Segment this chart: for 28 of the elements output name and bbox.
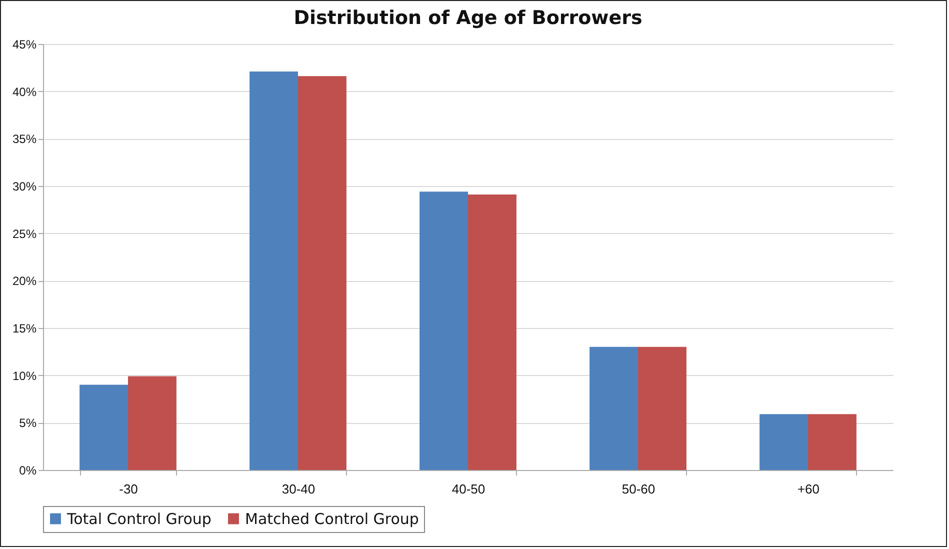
chart-title: Distribution of Age of Borrowers — [294, 7, 642, 29]
bar — [468, 194, 516, 470]
y-tick-label: 35% — [12, 132, 37, 146]
y-tick-label: 45% — [12, 38, 37, 52]
y-tick-label: 5% — [19, 416, 37, 430]
bar — [638, 346, 686, 470]
x-tick-label: -30 — [119, 482, 138, 496]
y-tick-label: 20% — [12, 274, 37, 288]
y-tick-label: 30% — [12, 180, 37, 194]
x-tick-label: 40-50 — [452, 482, 486, 496]
bar — [420, 192, 468, 470]
bar — [250, 71, 298, 470]
x-tick-label: 50-60 — [622, 482, 656, 496]
x-tick-label: 30-40 — [282, 482, 316, 496]
bar — [128, 376, 176, 470]
bar — [298, 76, 346, 470]
y-tick-label: 40% — [12, 84, 37, 99]
legend-label: Total Control Group — [66, 510, 212, 528]
y-tick-label: 25% — [12, 226, 37, 241]
x-tick-label: +60 — [797, 482, 820, 496]
bar — [808, 414, 856, 470]
bar — [590, 346, 638, 470]
bar — [80, 384, 128, 470]
y-tick-label: 0% — [19, 464, 37, 478]
y-tick-label: 10% — [12, 368, 37, 383]
y-tick-label: 15% — [12, 322, 37, 336]
bar — [760, 414, 808, 470]
legend-label: Matched Control Group — [245, 510, 419, 528]
